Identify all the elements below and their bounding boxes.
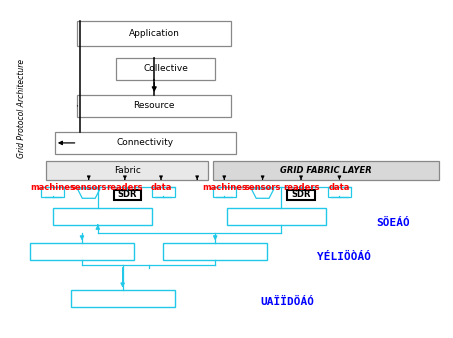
FancyBboxPatch shape bbox=[77, 95, 231, 117]
Text: readers: readers bbox=[283, 183, 319, 192]
Text: Connectivity: Connectivity bbox=[117, 139, 174, 147]
Text: machines: machines bbox=[30, 183, 75, 192]
Text: UAÏÏDÖÁÓ: UAÏÏDÖÁÓ bbox=[260, 297, 314, 307]
Text: Resource: Resource bbox=[134, 101, 175, 111]
Text: Grid Protocol Architecture: Grid Protocol Architecture bbox=[16, 59, 25, 158]
Text: SÖEÁÓ: SÖEÁÓ bbox=[377, 218, 410, 228]
Text: Application: Application bbox=[129, 29, 180, 38]
Text: readers: readers bbox=[106, 183, 143, 192]
FancyBboxPatch shape bbox=[163, 243, 267, 260]
FancyBboxPatch shape bbox=[114, 190, 141, 200]
FancyBboxPatch shape bbox=[212, 187, 236, 197]
FancyBboxPatch shape bbox=[226, 208, 326, 224]
FancyBboxPatch shape bbox=[46, 161, 208, 180]
FancyBboxPatch shape bbox=[53, 208, 152, 224]
FancyBboxPatch shape bbox=[77, 21, 231, 46]
Text: SDR: SDR bbox=[291, 190, 311, 199]
Text: Collective: Collective bbox=[143, 64, 188, 73]
Text: SDR: SDR bbox=[117, 190, 137, 199]
Text: data: data bbox=[329, 183, 350, 192]
Polygon shape bbox=[251, 189, 274, 198]
Text: GRID FABRIC LAYER: GRID FABRIC LAYER bbox=[280, 166, 372, 175]
FancyBboxPatch shape bbox=[71, 290, 174, 307]
Polygon shape bbox=[77, 189, 100, 198]
Text: sensors: sensors bbox=[245, 183, 281, 192]
Text: data: data bbox=[150, 183, 172, 192]
Text: YÉLIÖÒÁÓ: YÉLIÖÒÁÓ bbox=[317, 251, 371, 262]
FancyBboxPatch shape bbox=[55, 132, 236, 154]
FancyBboxPatch shape bbox=[152, 187, 175, 197]
Text: machines: machines bbox=[202, 183, 247, 192]
FancyBboxPatch shape bbox=[30, 243, 134, 260]
FancyBboxPatch shape bbox=[328, 187, 351, 197]
FancyBboxPatch shape bbox=[116, 58, 215, 80]
FancyBboxPatch shape bbox=[41, 187, 64, 197]
Text: sensors: sensors bbox=[71, 183, 107, 192]
FancyBboxPatch shape bbox=[213, 161, 439, 180]
Text: Fabric: Fabric bbox=[114, 166, 140, 175]
FancyBboxPatch shape bbox=[288, 190, 314, 200]
